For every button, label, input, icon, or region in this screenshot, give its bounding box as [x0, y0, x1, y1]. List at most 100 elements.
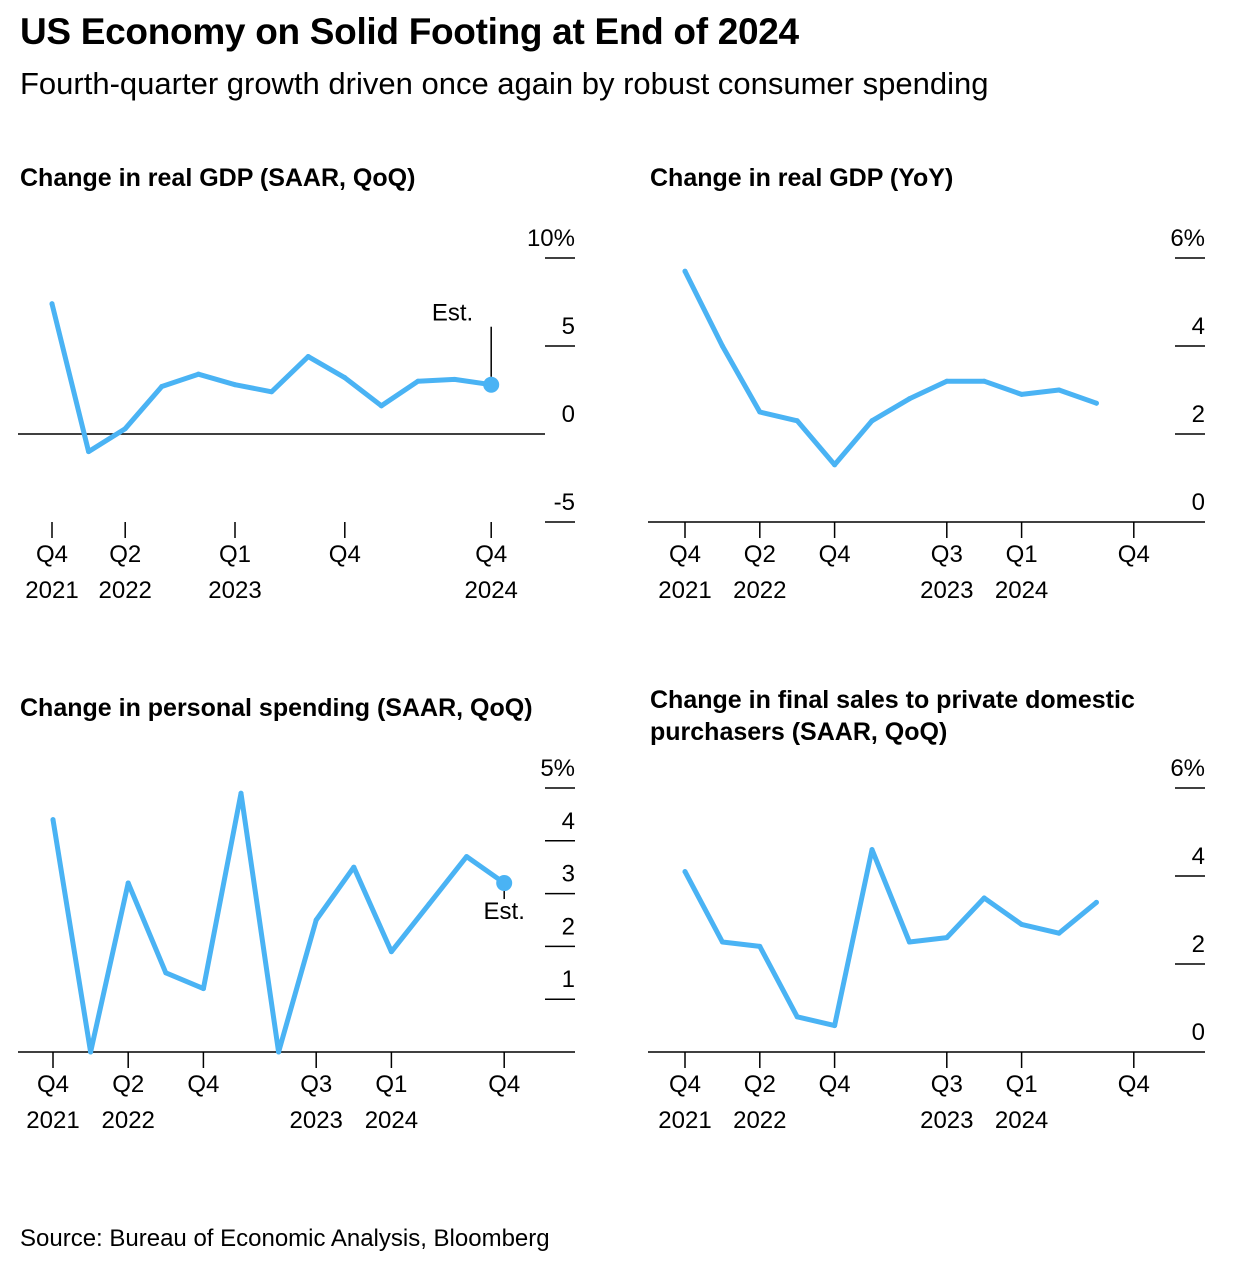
data-point [682, 268, 688, 274]
data-point [305, 354, 311, 360]
y-tick-label: 0 [1192, 489, 1205, 516]
x-tick-label: 2023 [920, 1107, 973, 1134]
data-point [794, 1014, 800, 1020]
series-line [682, 268, 1099, 468]
x-tick-label: 2021 [25, 577, 78, 604]
data-point [426, 901, 432, 907]
data-point [757, 943, 763, 949]
x-tick-label: Q3 [931, 541, 963, 568]
y-tick-label: 6% [1170, 755, 1205, 782]
x-tick-label: Q1 [375, 1071, 407, 1098]
y-tick-label: 10% [527, 225, 575, 252]
data-point [719, 343, 725, 349]
y-tick-label: 3 [562, 861, 575, 888]
x-tick-label: 2023 [208, 577, 261, 604]
x-tick-label: 2024 [995, 1107, 1048, 1134]
data-point [944, 378, 950, 384]
data-point [49, 301, 55, 307]
x-tick-label: Q4 [187, 1071, 219, 1098]
data-point [50, 817, 56, 823]
data-point [125, 880, 131, 886]
chart-gdp-yoy: 0 2 4 6% Q4 2021 Q2 2022 Q4 Q3 2023 Q1 2024 Q4 [648, 225, 1205, 604]
estimate-marker [496, 875, 513, 892]
data-point [981, 895, 987, 901]
y-tick-label: 4 [562, 808, 575, 835]
y-tick-label: -5 [554, 489, 575, 516]
y-tick-label: 4 [1192, 843, 1205, 870]
data-point [122, 426, 128, 432]
x-tick-label: 2024 [365, 1107, 418, 1134]
data-point [238, 790, 244, 796]
x-tick-label: Q2 [744, 1071, 776, 1098]
x-tick-label: Q2 [744, 541, 776, 568]
data-point [1019, 391, 1025, 397]
data-point [464, 854, 470, 860]
series-line [50, 790, 507, 1055]
series-line [682, 847, 1099, 1029]
x-tick-label: Q4 [669, 1071, 701, 1098]
x-tick-label: Q2 [112, 1071, 144, 1098]
page-title: US Economy on Solid Footing at End of 20… [20, 11, 799, 52]
x-tick-label: Q4 [1118, 541, 1150, 568]
data-point [378, 403, 384, 409]
y-tick-label: 5 [562, 313, 575, 340]
x-tick-label: 2023 [920, 577, 973, 604]
estimate-label: Est. [432, 300, 473, 327]
data-point [906, 396, 912, 402]
data-point [794, 418, 800, 424]
x-tick-label: 2022 [99, 577, 152, 604]
chart-personal-spending: 1 2 3 4 5% Q4 2021 Q2 2022 Q4 Q3 2023 Q1 2024 Q4 Est. [18, 755, 575, 1134]
x-tick-label: Q1 [219, 541, 251, 568]
x-tick-label: 2024 [995, 577, 1048, 604]
estimate-marker [483, 376, 500, 393]
x-tick-label: Q4 [819, 1071, 851, 1098]
x-tick-label: Q4 [1118, 1071, 1150, 1098]
x-tick-label: Q4 [819, 541, 851, 568]
data-point [88, 1049, 94, 1055]
y-tick-label: 1 [562, 966, 575, 993]
x-tick-label: Q4 [488, 1071, 520, 1098]
data-point [415, 378, 421, 384]
x-tick-label: 2022 [102, 1107, 155, 1134]
x-tick-label: Q1 [1006, 1071, 1038, 1098]
y-tick-label: 2 [562, 913, 575, 940]
x-tick-label: Q4 [36, 541, 68, 568]
data-point [232, 382, 238, 388]
y-tick-label: 2 [1192, 401, 1205, 428]
x-tick-label: 2021 [658, 1107, 711, 1134]
data-point [944, 935, 950, 941]
x-tick-label: Q3 [931, 1071, 963, 1098]
chart-final-sales: 0 2 4 6% Q4 2021 Q2 2022 Q4 Q3 2023 Q1 2024 Q4 [648, 755, 1205, 1134]
chart-title-gdp-yoy: Change in real GDP (YoY) [650, 164, 954, 192]
data-point [342, 375, 348, 381]
x-tick-label: 2022 [733, 577, 786, 604]
x-tick-label: Q4 [669, 541, 701, 568]
x-tick-label: Q1 [1006, 541, 1038, 568]
data-point [195, 371, 201, 377]
data-point [906, 939, 912, 945]
data-point [832, 462, 838, 468]
data-point [313, 917, 319, 923]
data-point [1019, 921, 1025, 927]
x-tick-label: 2021 [26, 1107, 79, 1134]
x-tick-label: Q4 [475, 541, 507, 568]
data-point [86, 449, 92, 455]
data-point [276, 1049, 282, 1055]
x-tick-label: 2022 [733, 1107, 786, 1134]
data-point [869, 418, 875, 424]
chart-gdp-qoq: -5 0 5 10% Q4 2021 Q2 2022 Q1 2023 Q4 Q4 2024 Est. [18, 225, 575, 604]
data-point [351, 864, 357, 870]
source-note: Source: Bureau of Economic Analysis, Blo… [20, 1225, 550, 1252]
data-point [388, 949, 394, 955]
data-point [1093, 400, 1099, 406]
x-tick-label: 2021 [658, 577, 711, 604]
y-tick-label: 2 [1192, 931, 1205, 958]
data-point [1056, 930, 1062, 936]
data-point [719, 939, 725, 945]
data-point [682, 869, 688, 875]
y-tick-label: 0 [1192, 1019, 1205, 1046]
estimate-label: Est. [484, 898, 525, 925]
x-tick-label: Q3 [300, 1071, 332, 1098]
chart-title-gdp-qoq: Change in real GDP (SAAR, QoQ) [20, 164, 416, 192]
y-tick-label: 4 [1192, 313, 1205, 340]
